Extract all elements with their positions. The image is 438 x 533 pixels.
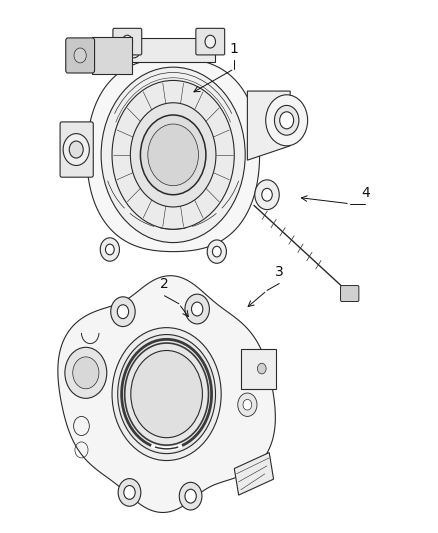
Circle shape [124,486,135,499]
FancyBboxPatch shape [113,28,142,55]
Circle shape [118,335,215,454]
Circle shape [148,124,198,185]
Circle shape [243,399,252,410]
Circle shape [258,364,266,374]
Polygon shape [241,349,276,389]
Circle shape [179,482,202,510]
Circle shape [101,67,245,243]
Text: 3: 3 [275,265,284,279]
Polygon shape [234,453,274,495]
Circle shape [74,48,86,63]
Circle shape [131,351,202,438]
Polygon shape [247,91,290,160]
Text: 2: 2 [160,278,169,292]
Circle shape [122,35,133,48]
Polygon shape [92,37,132,74]
Circle shape [106,244,114,255]
Circle shape [275,106,299,135]
Polygon shape [130,38,215,62]
Circle shape [63,134,89,165]
Circle shape [185,489,196,503]
FancyBboxPatch shape [60,122,93,177]
FancyBboxPatch shape [196,28,225,55]
Circle shape [118,479,141,506]
Polygon shape [58,276,276,512]
Circle shape [280,112,293,129]
Circle shape [117,305,129,319]
Circle shape [131,103,216,207]
Circle shape [112,328,221,461]
Circle shape [73,357,99,389]
FancyBboxPatch shape [340,286,359,302]
Text: 1: 1 [230,42,239,56]
Circle shape [191,302,203,316]
Circle shape [205,35,215,48]
Circle shape [65,348,107,398]
Circle shape [266,95,307,146]
Circle shape [127,42,141,58]
FancyBboxPatch shape [66,38,95,73]
Polygon shape [87,58,260,252]
Circle shape [100,238,120,261]
Circle shape [111,297,135,327]
Circle shape [262,188,272,201]
Circle shape [141,115,206,195]
Text: 4: 4 [361,185,370,199]
Circle shape [207,240,226,263]
Circle shape [69,141,83,158]
Circle shape [185,294,209,324]
Circle shape [212,246,221,257]
Circle shape [238,393,257,416]
Circle shape [255,180,279,209]
Circle shape [112,80,234,229]
